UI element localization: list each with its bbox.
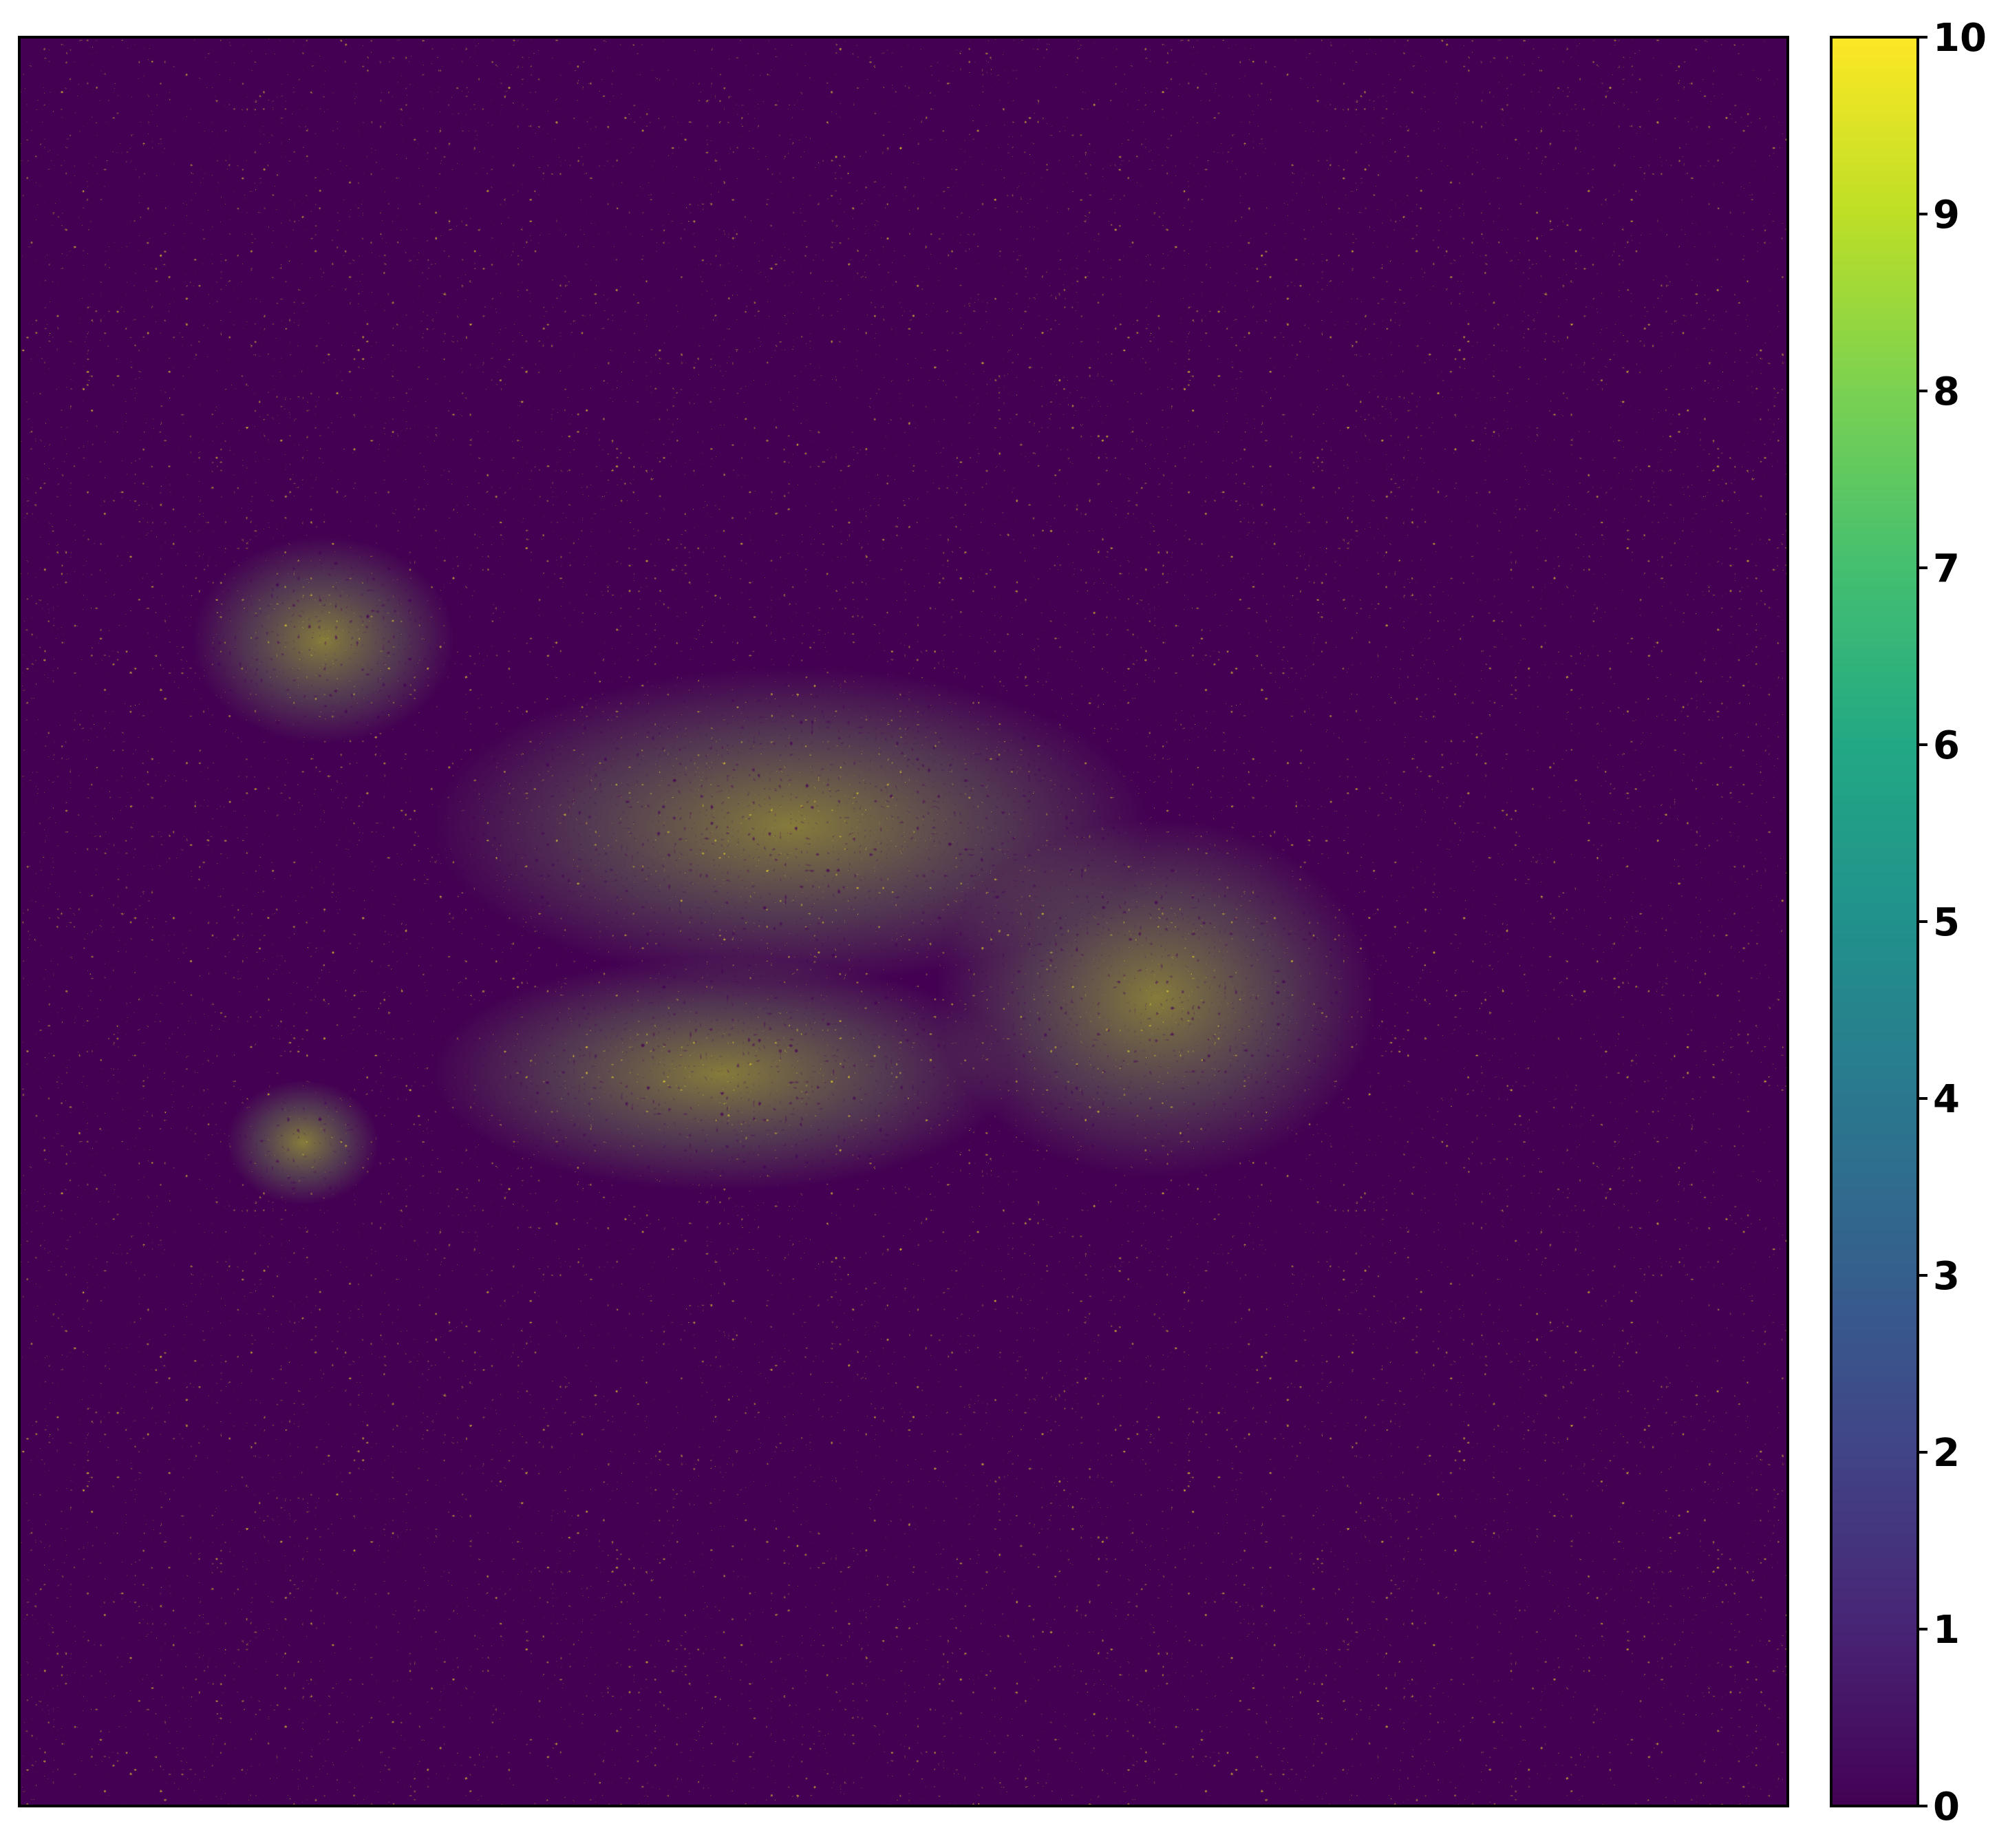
- colorbar-tick-label: 6: [1933, 723, 1960, 768]
- colorbar-tick-label: 8: [1933, 370, 1960, 414]
- colorbar-tick-label: 2: [1933, 1431, 1960, 1476]
- colorbar-gradient: [1831, 37, 1918, 1806]
- colorbar-tick-label: 4: [1933, 1077, 1960, 1122]
- colorbar-tick-label: 5: [1933, 900, 1960, 945]
- colorbar: 0 1 2 3 4 5 6 7 8 9 10: [1830, 16, 1987, 1829]
- colorbar-tick-label: 7: [1933, 546, 1960, 591]
- heatmap-plot-area: [19, 37, 1788, 1806]
- heatmap-dark-speckle-layer: [19, 37, 1788, 1806]
- colorbar-tick-label: 9: [1933, 193, 1960, 237]
- heatmap-frame: [18, 36, 1789, 1807]
- colorbar-ticks: 0 1 2 3 4 5 6 7 8 9 10: [1918, 16, 1987, 1829]
- colorbar-tick-label: 0: [1933, 1785, 1960, 1829]
- colorbar-tick-label: 3: [1933, 1254, 1960, 1299]
- colorbar-tick-label: 10: [1933, 16, 1987, 61]
- colorbar-tick-label: 1: [1933, 1608, 1960, 1653]
